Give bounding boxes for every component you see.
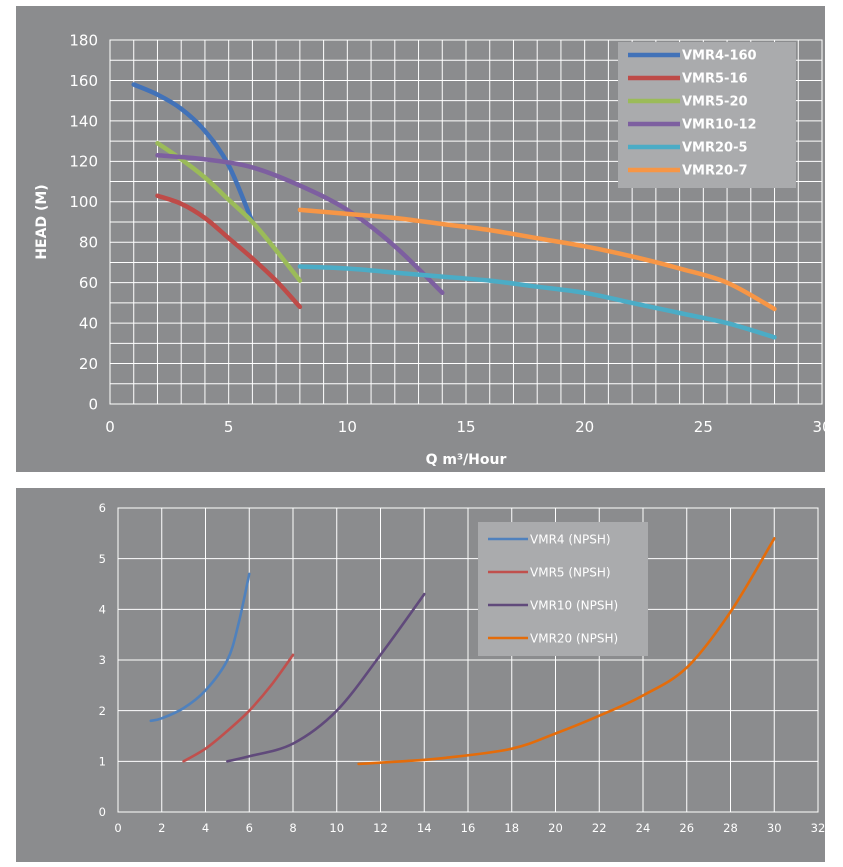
legend-label-vmr5-npsh: VMR5 (NPSH) (530, 565, 611, 579)
series-line-vmr20-7 (297, 207, 777, 312)
legend-label-vmr20-7: VMR20-7 (682, 164, 748, 179)
gridlines (117, 507, 819, 813)
x-tick-label: 16 (461, 821, 476, 835)
x-tick-label: 26 (679, 821, 694, 835)
x-tick-label: 4 (202, 821, 209, 835)
y-axis-title: HEAD (M) (34, 184, 50, 259)
x-tick-label: 28 (723, 821, 738, 835)
series (131, 82, 777, 340)
x-tick-labels: 0 2 4 6 8 10 12 14 16 18 20 22 24 26 28 30 32 (114, 821, 825, 835)
x-tick-label: 0 (114, 821, 121, 835)
x-tick-label: 20 (575, 418, 594, 436)
x-tick-label: 0 (105, 418, 115, 436)
x-tick-label: 5 (224, 418, 234, 436)
chart-1: 0 5 10 15 20 25 30 0 20 40 60 80 100 120 140 160 180 Q m³… (16, 6, 832, 472)
x-tick-label: 12 (373, 821, 388, 835)
series-line-vmr5-16 (155, 193, 303, 310)
x-tick-label: 30 (812, 418, 831, 436)
y-tick-label: 140 (69, 112, 98, 130)
legend-label-vmr4-160: VMR4-160 (682, 49, 757, 64)
x-tick-labels: 0 5 10 15 20 25 30 (105, 418, 831, 436)
series-line-vmr20-npsh (357, 537, 776, 766)
x-tick-label: 22 (592, 821, 607, 835)
series-line-vmr5-20 (155, 140, 303, 283)
legend-label-vmr4-npsh: VMR4 (NPSH) (530, 532, 611, 546)
legend-box (618, 42, 796, 188)
x-tick-label: 24 (636, 821, 651, 835)
legend-box (478, 522, 648, 656)
y-tick-label: 80 (79, 234, 98, 252)
y-tick-label: 1 (99, 754, 106, 768)
x-tick-label: 10 (338, 418, 357, 436)
x-tick-label: 14 (417, 821, 432, 835)
legend-label-vmr5-16: VMR5-16 (682, 72, 748, 87)
legend-label-vmr10-npsh: VMR10 (NPSH) (530, 598, 618, 612)
y-tick-label: 6 (99, 501, 106, 515)
x-tick-label: 6 (246, 821, 253, 835)
x-tick-label: 10 (329, 821, 344, 835)
x-tick-label: 25 (694, 418, 713, 436)
y-tick-label: 180 (69, 31, 98, 49)
x-tick-label: 18 (504, 821, 519, 835)
legend-label-vmr20-npsh: VMR20 (NPSH) (530, 631, 618, 645)
chart-2: 0 2 4 6 8 10 12 14 16 18 20 22 24 26 28 30 320123456VMR4… (16, 488, 825, 862)
y-tick-label: 100 (69, 193, 98, 211)
series-line-vmr20-5 (297, 264, 777, 340)
y-tick-label: 0 (88, 395, 98, 413)
x-tick-label: 8 (289, 821, 296, 835)
legend-label-vmr20-5: VMR20-5 (682, 141, 748, 156)
x-tick-label: 30 (767, 821, 782, 835)
y-tick-label: 20 (79, 355, 98, 373)
y-tick-label: 2 (99, 704, 106, 718)
y-tick-labels: 0 20 40 60 80 100 120 140 160 180 (69, 31, 98, 413)
x-tick-label: 2 (158, 821, 165, 835)
legend: VMR4-160 VMR5-16 VMR5-20 VMR10-12 VMR20-5 VMR… (618, 42, 796, 188)
y-tick-label: 0 (99, 805, 106, 819)
series (149, 537, 776, 766)
legend-label-vmr10-12: VMR10-12 (682, 118, 757, 133)
x-tick-label: 20 (548, 821, 563, 835)
y-tick-label: 4 (99, 602, 106, 616)
series-line-vmr4-npsh (149, 572, 251, 723)
series-line-vmr10-npsh (226, 592, 426, 763)
y-tick-label: 3 (99, 653, 106, 667)
y-tick-label: 60 (79, 274, 98, 292)
plot-frame (109, 39, 823, 405)
plot-frame (117, 507, 819, 813)
legend-label-vmr5-20: VMR5-20 (682, 95, 748, 110)
y-tick-label: 5 (99, 552, 106, 566)
series-line-vmr10-12 (155, 153, 445, 296)
y-tick-label: 40 (79, 315, 98, 333)
y-tick-labels: 0 1 2 3 4 5 6 (99, 501, 106, 819)
series-line-vmr5-npsh (182, 653, 295, 763)
y-tick-label: 160 (69, 72, 98, 90)
series-line-vmr4-160 (131, 82, 255, 225)
x-tick-label: 32 (811, 821, 826, 835)
legend: VMR4 (NPSH) VMR5 (NPSH) VMR10 (NPSH) VMR20 … (478, 522, 648, 656)
x-tick-label: 15 (456, 418, 475, 436)
y-tick-label: 120 (69, 153, 98, 171)
chart-background (16, 488, 825, 862)
x-axis-title: Q m³/Hour (426, 452, 507, 468)
